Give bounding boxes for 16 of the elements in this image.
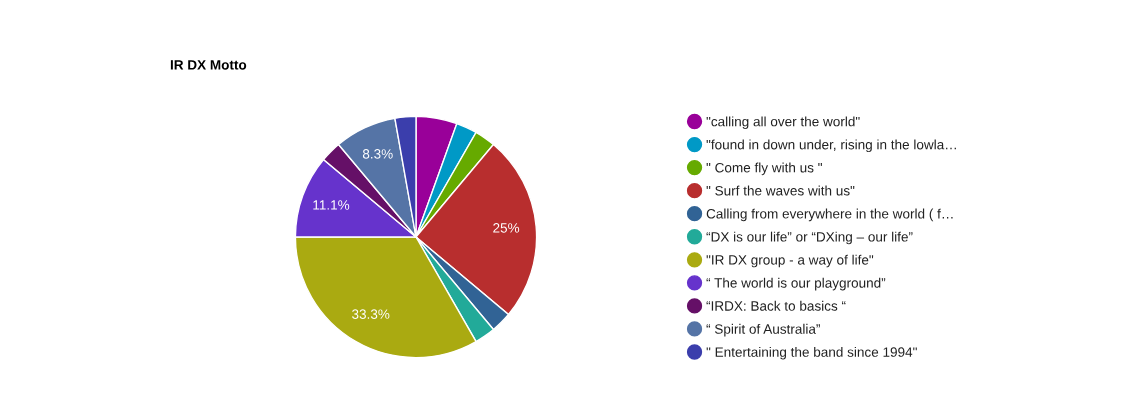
data-label: 11.1% bbox=[313, 200, 350, 210]
legend-label: "IR DX group - a way of life" bbox=[706, 254, 874, 268]
legend-label: " Surf the waves with us" bbox=[706, 185, 855, 196]
legend-label: "calling all over the world" bbox=[706, 116, 860, 130]
legend-label: “ The world is our playground” bbox=[706, 277, 886, 291]
data-label: 8.3% bbox=[362, 149, 393, 159]
legend-label: “ Spirit of Australia” bbox=[706, 323, 820, 337]
legend-label: " Come fly with us " bbox=[706, 162, 822, 176]
data-label: 33.3% bbox=[352, 309, 390, 319]
legend-label: Calling from everywhere in the world ( f… bbox=[706, 208, 953, 222]
data-label: 25% bbox=[493, 223, 520, 233]
legend-label: "found in down under, rising in the lowla… bbox=[706, 139, 956, 153]
chart-title: IR DX Motto bbox=[170, 60, 247, 70]
legend-label: " Entertaining the band since 1994" bbox=[706, 346, 917, 360]
legend-label: “IRDX: Back to basics “ bbox=[706, 300, 846, 311]
legend-label: “DX is our life” or “DXing – our life” bbox=[706, 231, 913, 245]
